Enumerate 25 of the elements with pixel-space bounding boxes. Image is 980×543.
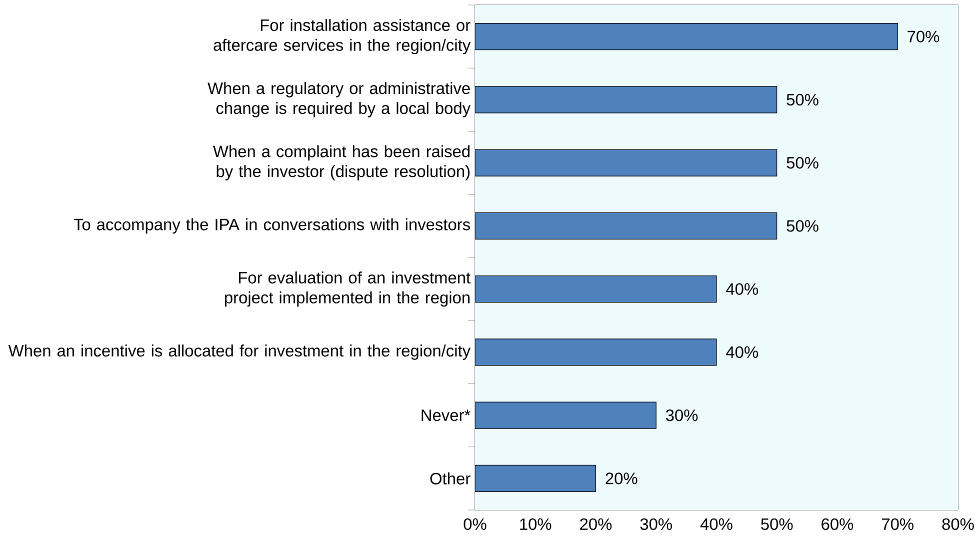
y-tick-label: Other <box>430 472 470 484</box>
data-label: 50% <box>786 156 818 169</box>
x-tick-label: 30% <box>640 518 672 530</box>
x-tick-label: 80% <box>942 518 974 530</box>
data-label: 30% <box>666 409 698 422</box>
data-label: 20% <box>606 472 638 484</box>
data-label: 50% <box>786 94 818 106</box>
y-tick-label: Never* <box>422 410 470 422</box>
data-label: 40% <box>726 346 758 358</box>
data-label: 40% <box>726 283 758 295</box>
x-tick-label: 50% <box>761 518 793 530</box>
x-tick-label: 20% <box>580 518 612 530</box>
data-label: 50% <box>786 220 818 232</box>
y-tick-label: To accompany the IPA in conversations with investors <box>74 218 470 234</box>
x-tick-label: 10% <box>520 518 552 530</box>
y-tick-label: For evaluation of an investment project implemented in the region <box>224 271 470 307</box>
x-tick-label: 0% <box>464 518 486 530</box>
data-label: 70% <box>908 30 940 42</box>
x-tick-label: 60% <box>822 518 854 530</box>
y-tick-label: When a complaint has been raised by the investor (dispute resolution) <box>213 145 470 180</box>
y-tick-label: For installation assistance or aftercare services in the region/city <box>214 18 471 54</box>
x-tick-label: 70% <box>882 518 914 530</box>
y-tick-label: When a regulatory or administrative change is required by a local body <box>208 82 471 118</box>
y-tick-label: When an incentive is allocated for investment in the region/city <box>8 344 471 360</box>
x-tick-label: 40% <box>700 518 732 530</box>
